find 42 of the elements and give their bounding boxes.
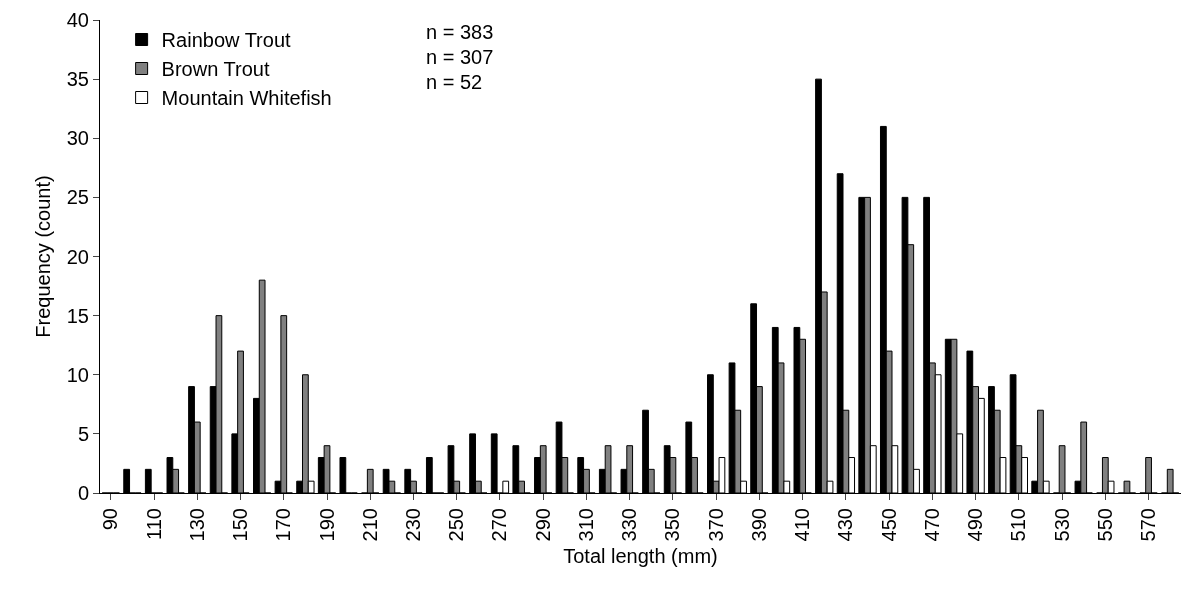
x-tick-label: 270	[488, 508, 511, 542]
x-tick-label: 230	[401, 508, 424, 542]
x-tick-label: 410	[791, 508, 814, 542]
y-tick-label: 25	[66, 186, 89, 209]
x-tick-label: 290	[531, 508, 554, 542]
x-tick-label: 150	[229, 508, 252, 542]
y-tick-label: 40	[66, 9, 89, 31]
legend-label: Rainbow Trout	[161, 29, 292, 52]
legend-label: Mountain Whitefish	[161, 87, 332, 110]
x-tick-label: 130	[185, 508, 208, 542]
y-tick-label: 35	[66, 68, 89, 91]
x-tick-label: 430	[834, 508, 857, 542]
x-tick-label: 550	[1093, 508, 1116, 542]
y-tick-label: 0	[77, 482, 89, 504]
y-tick-label: 15	[66, 304, 89, 327]
x-tick-label: 190	[315, 508, 338, 542]
legend-label: Brown Trout	[161, 58, 270, 81]
x-tick-label: 90	[99, 508, 122, 531]
y-tick-label: 10	[66, 363, 89, 386]
annotation: n = 383	[426, 21, 494, 43]
x-tick-label: 570	[1137, 508, 1160, 542]
x-tick-label: 250	[445, 508, 468, 542]
x-tick-label: 470	[920, 508, 943, 542]
x-tick-label: 450	[877, 508, 900, 542]
y-tick-label: 30	[66, 127, 89, 150]
x-tick-label: 490	[964, 508, 987, 542]
x-axis-title: Total length (mm)	[563, 545, 718, 567]
x-tick-label: 350	[661, 508, 684, 542]
x-tick-label: 210	[358, 508, 381, 542]
x-tick-label: 370	[704, 508, 727, 542]
x-tick-label: 310	[574, 508, 597, 542]
x-tick-label: 510	[1007, 508, 1030, 542]
annotation: n = 307	[426, 46, 494, 68]
x-tick-label: 170	[272, 508, 295, 542]
y-axis-title: Frequency (count)	[32, 175, 54, 338]
annotation: n = 52	[426, 71, 483, 93]
x-tick-label: 390	[747, 508, 770, 542]
y-tick-label: 20	[66, 245, 89, 268]
x-tick-label: 330	[618, 508, 641, 542]
y-tick-label: 5	[77, 422, 89, 445]
x-tick-label: 110	[142, 508, 165, 540]
x-tick-label: 530	[1050, 508, 1073, 542]
